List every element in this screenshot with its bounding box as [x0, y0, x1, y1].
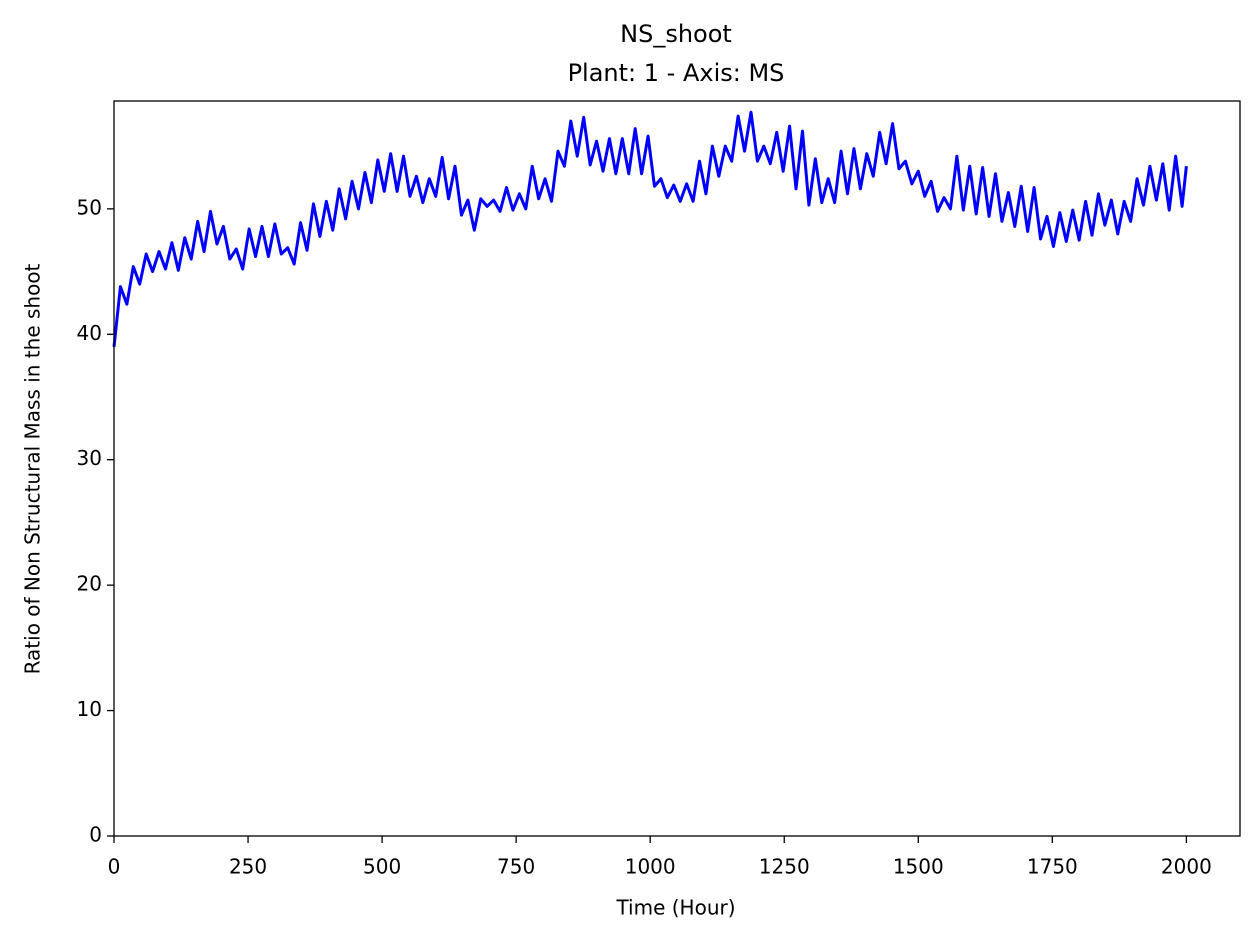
- x-tick-label: 0: [108, 855, 121, 879]
- x-tick-label: 750: [497, 855, 535, 879]
- x-tick-label: 250: [229, 855, 267, 879]
- y-axis-label: Ratio of Non Structural Mass in the shoo…: [21, 263, 45, 674]
- x-axis-label: Time (Hour): [615, 896, 735, 920]
- y-tick-label: 50: [77, 195, 102, 219]
- y-tick-label: 30: [77, 446, 102, 470]
- y-tick-label: 10: [77, 697, 102, 721]
- x-tick-label: 1250: [759, 855, 810, 879]
- x-tick-label: 1750: [1027, 855, 1078, 879]
- x-tick-label: 2000: [1161, 855, 1212, 879]
- chart-subtitle: Plant: 1 - Axis: MS: [568, 59, 785, 87]
- y-tick-label: 0: [89, 823, 102, 847]
- y-tick-label: 40: [77, 321, 102, 345]
- plot-frame: [113, 100, 1241, 837]
- chart-title: NS_shoot: [620, 20, 732, 48]
- y-tick-label: 20: [77, 572, 102, 596]
- x-tick-label: 1000: [625, 855, 676, 879]
- x-tick-label: 500: [363, 855, 401, 879]
- x-tick-label: 1500: [893, 855, 944, 879]
- data-line: [112, 110, 1188, 347]
